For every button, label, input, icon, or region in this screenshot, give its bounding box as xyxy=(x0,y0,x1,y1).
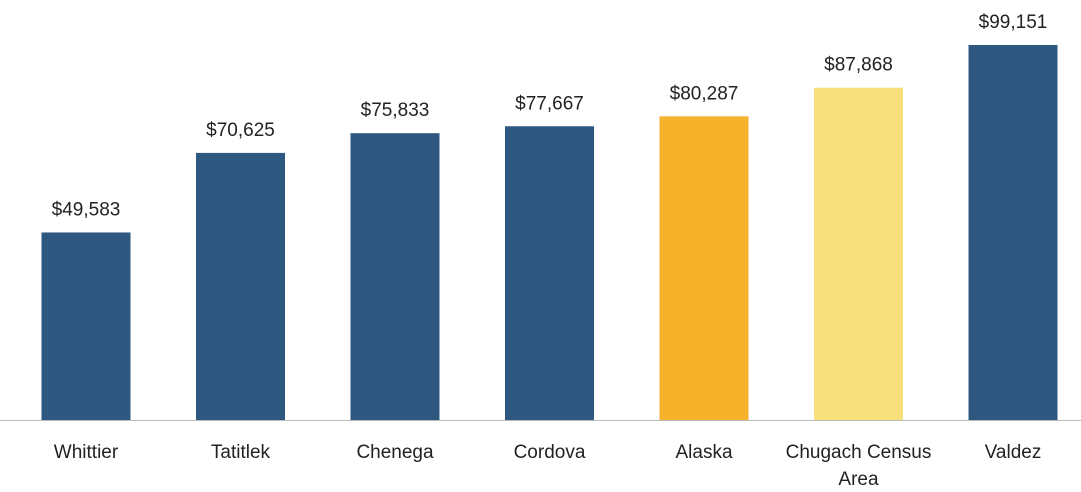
x-tick-label: Chenega xyxy=(356,442,434,463)
x-tick-label: Tatitlek xyxy=(210,442,271,463)
x-tick-label: Valdez xyxy=(984,442,1042,463)
bar xyxy=(814,87,903,420)
bar xyxy=(659,116,749,420)
bar xyxy=(350,133,440,421)
bar xyxy=(196,152,285,420)
value-label: $99,151 xyxy=(979,12,1048,33)
value-label: $75,833 xyxy=(361,100,430,121)
bar xyxy=(505,126,594,420)
bar xyxy=(41,232,131,420)
value-label: $87,868 xyxy=(824,55,893,76)
value-label: $80,287 xyxy=(670,83,739,104)
value-label: $49,583 xyxy=(52,199,121,220)
x-tick-label: Whittier xyxy=(53,442,119,463)
bar xyxy=(968,45,1058,420)
value-label: $70,625 xyxy=(206,120,275,141)
value-label: $77,667 xyxy=(515,93,584,114)
x-tick-label: Cordova xyxy=(513,442,586,463)
x-tick-label: Chugach Census Area xyxy=(785,442,932,490)
x-tick-label: Alaska xyxy=(675,442,733,463)
